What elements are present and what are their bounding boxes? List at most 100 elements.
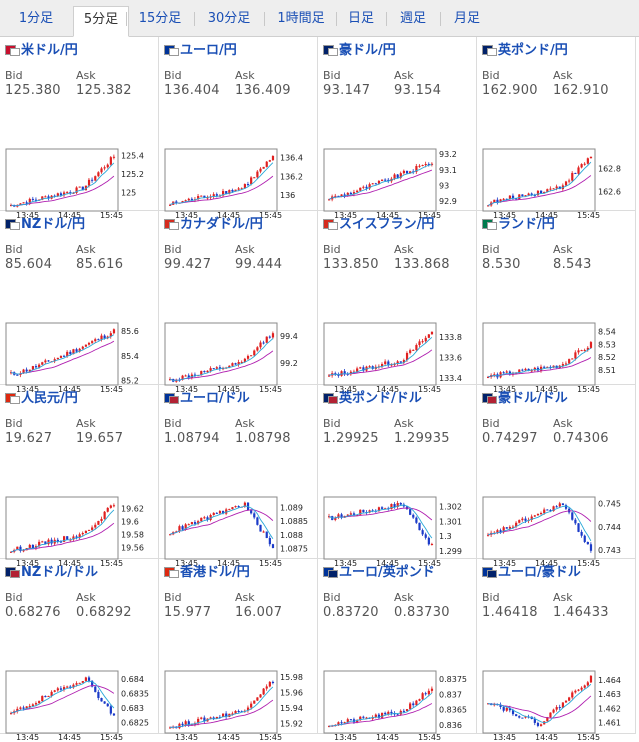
currency-pair-name[interactable]: ユーロ/円 bbox=[180, 43, 237, 58]
rate-card[interactable]: 米ドル/円 Bid Ask 125.380 125.382 125.4 125.2 125 13… bbox=[0, 37, 159, 220]
flag-icon bbox=[5, 567, 20, 578]
currency-pair-link[interactable]: 人民元/円 bbox=[5, 391, 78, 407]
candle bbox=[16, 706, 19, 714]
price-chart[interactable]: 85.6 85.4 85.2 13:45 14:45 15:45 bbox=[4, 321, 155, 394]
price-chart[interactable]: 0.684 0.6835 0.683 0.6825 13:45 14:45 15:45 bbox=[4, 669, 155, 742]
currency-pair-link[interactable]: 英ポンド/円 bbox=[482, 43, 568, 59]
price-chart[interactable]: 99.4 99.2 13:45 14:45 15:45 bbox=[163, 321, 314, 394]
rate-card[interactable]: 英ポンド/円 Bid Ask 162.900 162.910 162.8 162.6 13:4… bbox=[477, 37, 636, 220]
currency-pair-name[interactable]: 英ポンド/円 bbox=[498, 43, 568, 58]
price-chart[interactable]: 125.4 125.2 125 13:45 14:45 15:45 bbox=[4, 147, 155, 220]
price-chart[interactable]: 15.98 15.96 15.94 15.92 13:45 14:45 15:45 bbox=[163, 669, 314, 742]
candle bbox=[253, 511, 256, 520]
currency-pair-link[interactable]: ユーロ/豪ドル bbox=[482, 565, 581, 581]
rate-card[interactable]: NZドル/ドル Bid Ask 0.68276 0.68292 0.684 0.6835 0.… bbox=[0, 559, 159, 742]
tab-4[interactable]: 1時間足 bbox=[277, 11, 325, 26]
tab-0[interactable]: 1分足 bbox=[18, 11, 54, 26]
candle bbox=[271, 543, 275, 549]
currency-pair-link[interactable]: ランド/円 bbox=[482, 217, 555, 233]
candle bbox=[368, 182, 371, 190]
tab-6[interactable]: 週足 bbox=[399, 11, 426, 26]
rate-card[interactable]: ユーロ/ドル Bid Ask 1.08794 1.08798 1.089 1.0885 1.0… bbox=[159, 385, 318, 568]
candle bbox=[418, 522, 421, 531]
currency-pair-name[interactable]: 豪ドル/円 bbox=[339, 43, 396, 58]
price-chart[interactable]: 1.302 1.301 1.3 1.299 13:45 14:45 15:45 bbox=[322, 495, 473, 568]
rate-card[interactable]: ユーロ/英ポンド Bid Ask 0.83720 0.83730 0.8375 0.837 0… bbox=[318, 559, 477, 742]
tab-5[interactable]: 日足 bbox=[347, 11, 374, 26]
ask-value: 1.46433 bbox=[553, 605, 609, 620]
rate-card[interactable]: 豪ドル/円 Bid Ask 93.147 93.154 93.2 93.1 93 92.9 13:… bbox=[318, 37, 477, 220]
rate-card[interactable]: スイスフラン/円 Bid Ask 133.850 133.868 133.8 133.6 13… bbox=[318, 211, 477, 394]
candle bbox=[505, 706, 508, 712]
tab-7[interactable]: 月足 bbox=[453, 11, 480, 26]
currency-pair-name[interactable]: 豪ドル/ドル bbox=[498, 391, 568, 406]
price-chart[interactable]: 162.8 162.6 13:45 14:45 15:45 bbox=[481, 147, 632, 220]
price-chart[interactable]: 1.089 1.0885 1.088 1.0875 13:45 14:45 15:45 bbox=[163, 495, 314, 568]
currency-pair-name[interactable]: ユーロ/豪ドル bbox=[498, 565, 581, 580]
ask-value: 162.910 bbox=[553, 83, 609, 98]
tab-2[interactable]: 15分足 bbox=[138, 11, 182, 26]
rate-card[interactable]: 人民元/円 Bid Ask 19.627 19.657 19.62 19.6 19.58 19.… bbox=[0, 385, 159, 568]
tab-1[interactable]: 5分足 bbox=[73, 6, 129, 37]
candle bbox=[390, 363, 393, 367]
currency-pair-link[interactable]: NZドル/円 bbox=[5, 217, 85, 233]
currency-pair-name[interactable]: NZドル/ドル bbox=[21, 565, 99, 580]
currency-pair-name[interactable]: ランド/円 bbox=[498, 217, 555, 232]
currency-pair-name[interactable]: 人民元/円 bbox=[21, 391, 78, 406]
currency-pair-name[interactable]: カナダドル/円 bbox=[180, 217, 263, 232]
currency-pair-link[interactable]: 英ポンド/ドル bbox=[323, 391, 422, 407]
currency-pair-link[interactable]: 豪ドル/円 bbox=[323, 43, 396, 59]
currency-pair-link[interactable]: ユーロ/ドル bbox=[164, 391, 250, 407]
rate-card[interactable]: 豪ドル/ドル Bid Ask 0.74297 0.74306 0.745 0.744 0.74… bbox=[477, 385, 636, 568]
price-chart[interactable]: 8.54 8.53 8.52 8.51 13:45 14:45 15:45 bbox=[481, 321, 632, 394]
x-tick-label: 13:45 bbox=[493, 559, 516, 568]
currency-pair-link[interactable]: 豪ドル/ドル bbox=[482, 391, 568, 407]
rate-card[interactable]: ユーロ/円 Bid Ask 136.404 136.409 136.4 136.2 136 13… bbox=[159, 37, 318, 220]
currency-pair-link[interactable]: スイスフラン/円 bbox=[323, 217, 434, 233]
x-tick-label: 15:45 bbox=[577, 385, 600, 394]
ask-value: 1.08798 bbox=[235, 431, 291, 446]
rate-card[interactable]: ランド/円 Bid Ask 8.530 8.543 8.54 8.53 8.52 8.51 13:… bbox=[477, 211, 636, 394]
currency-pair-link[interactable]: NZドル/ドル bbox=[5, 565, 98, 581]
currency-pair-name[interactable]: スイスフラン/円 bbox=[339, 217, 435, 232]
bid-value: 133.850 bbox=[323, 257, 379, 272]
currency-pair-link[interactable]: 香港ドル/円 bbox=[164, 565, 250, 581]
price-chart[interactable]: 136.4 136.2 136 13:45 14:45 15:45 bbox=[163, 147, 314, 220]
price-chart[interactable]: 93.2 93.1 93 92.9 13:45 14:45 15:45 bbox=[322, 147, 473, 220]
candle bbox=[359, 187, 362, 192]
currency-pair-link[interactable]: ユーロ/円 bbox=[164, 43, 237, 59]
rate-card[interactable]: NZドル/円 Bid Ask 85.604 85.616 85.6 85.4 85.2 13:4… bbox=[0, 211, 159, 394]
rate-card[interactable]: カナダドル/円 Bid Ask 99.427 99.444 99.4 99.2 13:45 14… bbox=[159, 211, 318, 394]
candle bbox=[424, 691, 427, 696]
currency-pair-link[interactable]: カナダドル/円 bbox=[164, 217, 263, 233]
currency-pair-name[interactable]: ユーロ/ドル bbox=[180, 391, 250, 406]
candle bbox=[19, 706, 22, 711]
rate-card[interactable]: 香港ドル/円 Bid Ask 15.977 16.007 15.98 15.96 15.94 1… bbox=[159, 559, 318, 742]
candle bbox=[568, 358, 571, 365]
candle bbox=[94, 522, 97, 530]
bid-label: Bid bbox=[5, 243, 23, 256]
bid-value: 8.530 bbox=[482, 257, 521, 272]
price-chart[interactable]: 0.745 0.744 0.743 13:45 14:45 15:45 bbox=[481, 495, 632, 568]
price-chart[interactable]: 133.8 133.6 133.4 13:45 14:45 15:45 bbox=[322, 321, 473, 394]
currency-pair-link[interactable]: ユーロ/英ポンド bbox=[323, 565, 435, 581]
currency-pair-name[interactable]: 英ポンド/ドル bbox=[339, 391, 422, 406]
rate-card[interactable]: ユーロ/豪ドル Bid Ask 1.46418 1.46433 1.464 1.463 1.4… bbox=[477, 559, 636, 742]
price-chart[interactable]: 19.62 19.6 19.58 19.56 13:45 14:45 15:45 bbox=[4, 495, 155, 568]
currency-pair-name[interactable]: ユーロ/英ポンド bbox=[339, 565, 435, 580]
tab-3[interactable]: 30分足 bbox=[207, 11, 251, 26]
price-chart[interactable]: 0.8375 0.837 0.8365 0.836 13:45 14:45 15:45 bbox=[322, 669, 473, 742]
currency-pair-name[interactable]: 米ドル/円 bbox=[21, 43, 78, 58]
rate-card[interactable]: 英ポンド/ドル Bid Ask 1.29925 1.29935 1.302 1.301 1.3… bbox=[318, 385, 477, 568]
currency-pair-name[interactable]: NZドル/円 bbox=[21, 217, 86, 232]
currency-pair-link[interactable]: 米ドル/円 bbox=[5, 43, 78, 59]
price-chart[interactable]: 1.464 1.463 1.462 1.461 13:45 14:45 15:45 bbox=[481, 669, 632, 742]
bid-value: 0.83720 bbox=[323, 605, 379, 620]
currency-pair-name[interactable]: 香港ドル/円 bbox=[180, 565, 250, 580]
y-tick-label: 0.684 bbox=[121, 675, 144, 684]
bid-label: Bid bbox=[5, 69, 23, 82]
y-tick-label: 93 bbox=[439, 181, 449, 190]
x-tick-label: 13:45 bbox=[16, 733, 39, 742]
y-tick-label: 162.8 bbox=[598, 164, 621, 173]
bid-label: Bid bbox=[323, 591, 341, 604]
